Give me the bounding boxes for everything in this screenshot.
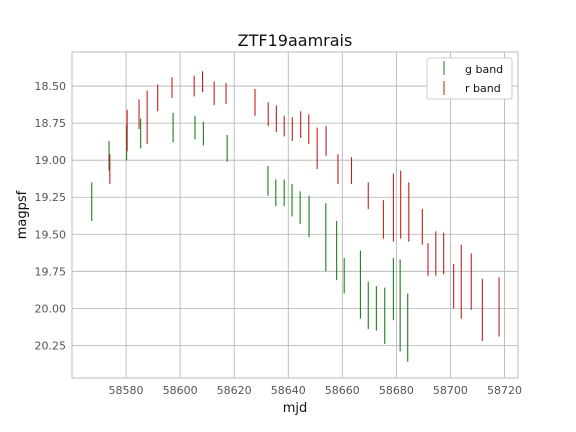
x-tick-label: 58580 <box>109 384 144 397</box>
y-tick-label: 19.00 <box>35 154 67 167</box>
plot-frame <box>71 51 519 379</box>
y-tick-label: 20.25 <box>35 339 67 352</box>
x-axis-ticks: 58580 58600 58620 58640 58660 58680 58700 58720 <box>109 384 522 397</box>
y-tick-label: 19.50 <box>35 228 67 241</box>
y-tick-label: 18.50 <box>35 80 67 93</box>
grid <box>72 52 518 378</box>
x-tick-label: 58620 <box>217 384 252 397</box>
legend-g-band-label: g band <box>465 63 503 76</box>
x-tick-label: 58720 <box>487 384 522 397</box>
y-tick-label: 19.25 <box>35 191 67 204</box>
x-axis-label: mjd <box>283 401 308 416</box>
x-tick-label: 58640 <box>271 384 306 397</box>
x-tick-label: 58700 <box>433 384 468 397</box>
error-bars <box>91 71 500 362</box>
legend-r-band-label: r band <box>465 82 501 95</box>
plot-area <box>72 52 518 378</box>
y-tick-label: 19.75 <box>35 265 67 278</box>
legend: g band r band <box>426 57 513 100</box>
x-tick-label: 58680 <box>379 384 414 397</box>
y-axis-ticks: 18.50 18.75 19.00 19.25 19.50 19.75 20.00 20.25 <box>35 80 67 352</box>
y-tick-label: 20.00 <box>35 302 67 315</box>
x-tick-label: 58600 <box>163 384 198 397</box>
chart-title: ZTF19aamrais <box>238 31 353 50</box>
legend-box <box>426 57 513 100</box>
y-axis-label: magpsf <box>15 190 30 239</box>
y-tick-label: 18.75 <box>35 117 67 130</box>
x-tick-label: 58660 <box>325 384 360 397</box>
